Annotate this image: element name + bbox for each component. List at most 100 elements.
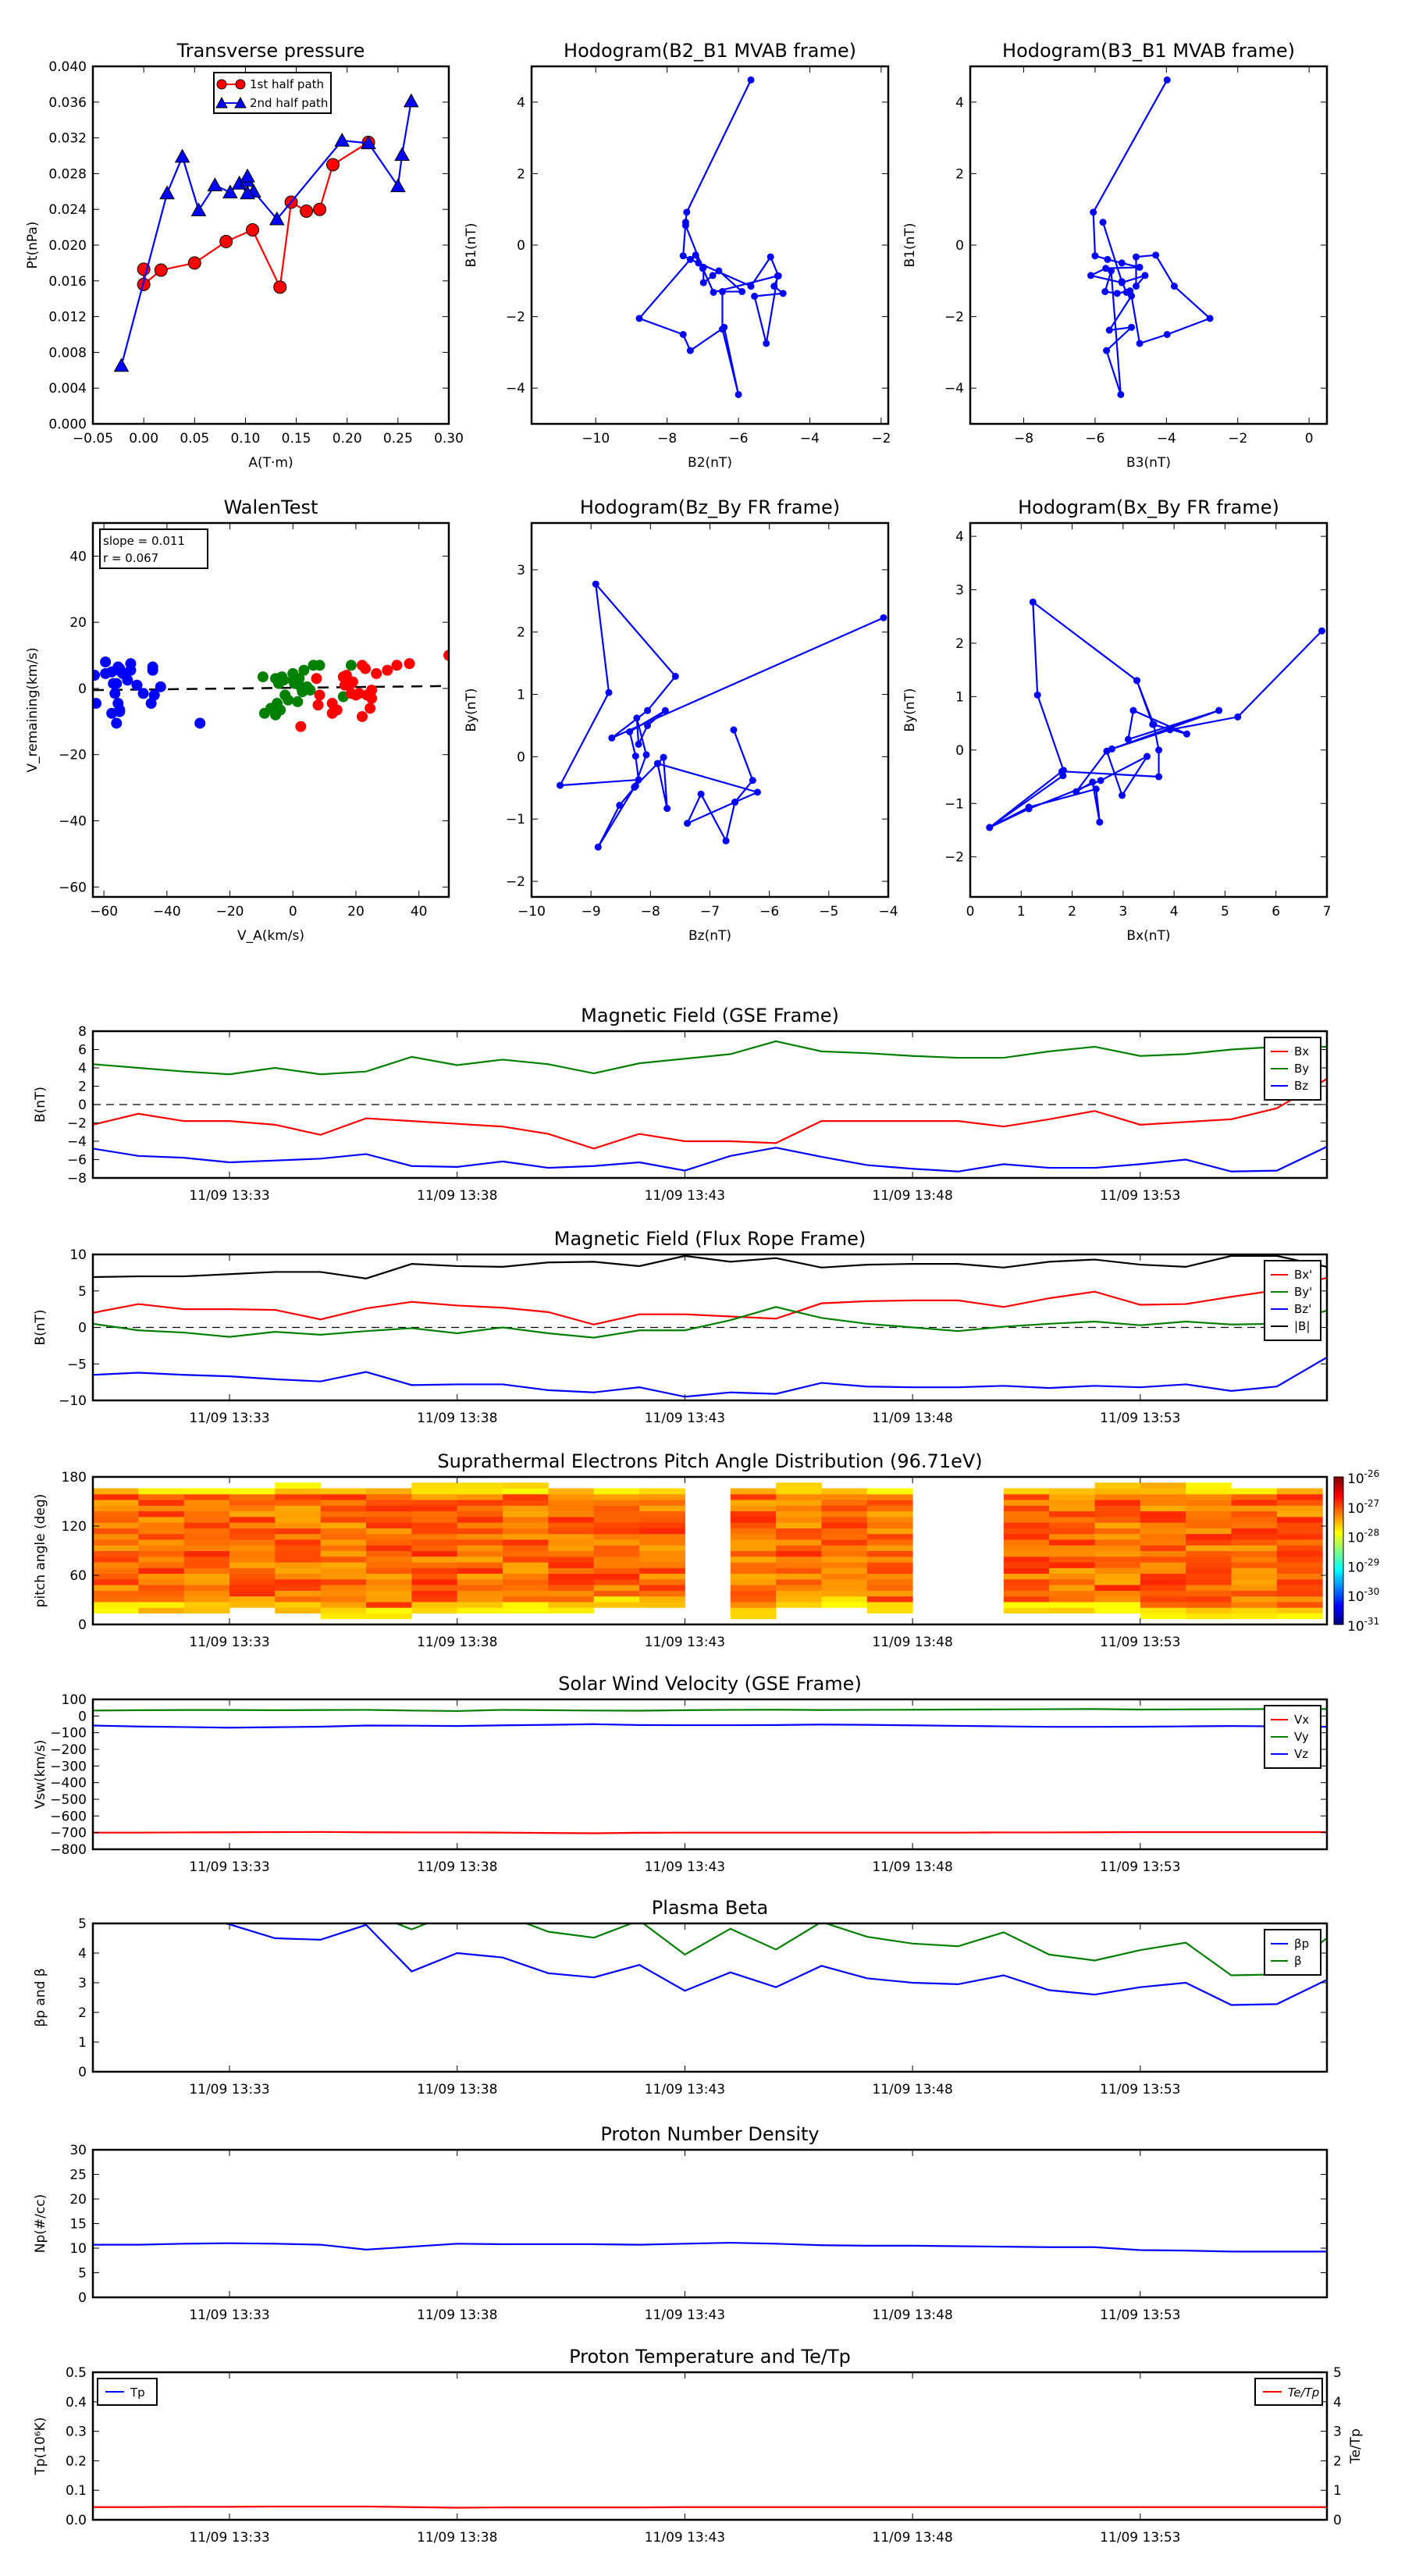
x-tick-label: −6 <box>759 904 779 920</box>
colorbar-cell <box>1334 1482 1343 1485</box>
heatmap-cell <box>457 1578 503 1585</box>
data-point <box>635 315 643 322</box>
y-tick-label: 0 <box>78 1709 87 1724</box>
heatmap-cell <box>730 1522 777 1528</box>
colorbar-cell <box>1334 1543 1343 1546</box>
data-point <box>679 331 687 338</box>
heatmap-cell <box>320 1488 367 1495</box>
heatmap-cell <box>411 1562 458 1568</box>
heatmap-cell <box>866 1550 913 1557</box>
heatmap-cell <box>1140 1607 1186 1614</box>
heatmap-cell <box>548 1533 595 1540</box>
colorbar-cell <box>1334 1540 1343 1544</box>
data-point <box>671 672 679 680</box>
heatmap-cell <box>411 1533 458 1540</box>
heatmap-cell <box>1003 1596 1050 1603</box>
heatmap-cell <box>275 1482 322 1489</box>
data-point <box>122 674 133 686</box>
legend-label: Tp <box>130 2386 145 2400</box>
heatmap-cell <box>1003 1539 1050 1546</box>
heatmap-cell <box>730 1573 777 1580</box>
heatmap-cell <box>320 1533 367 1540</box>
heatmap-cell <box>548 1505 595 1512</box>
data-point <box>718 288 726 296</box>
heatmap-cell <box>821 1533 868 1540</box>
chart-title: Solar Wind Velocity (GSE Frame) <box>558 1673 862 1695</box>
data-point <box>109 688 121 699</box>
heatmap-cell <box>457 1573 503 1580</box>
y-tick-label: 3 <box>955 583 964 599</box>
data-point <box>635 776 642 784</box>
colorbar-cell <box>1334 1602 1343 1606</box>
colorbar-cell <box>1334 1535 1343 1539</box>
heatmap-cell <box>1094 1585 1141 1591</box>
heatmap-cell <box>866 1596 913 1603</box>
data-point <box>1103 347 1111 354</box>
chart-hodo2: Hodogram(B3_B1 MVAB frame) −4 −2 0 2 4 −8 −6 −4 −… <box>902 40 1329 471</box>
x-tick-label: 11/09 13:43 <box>645 2307 725 2323</box>
data-point <box>1113 290 1121 297</box>
heatmap-cell <box>866 1528 913 1535</box>
plot-area <box>635 76 787 398</box>
data-point <box>1144 753 1151 760</box>
heatmap-cell <box>183 1596 230 1603</box>
data-point <box>314 689 325 701</box>
data-point <box>730 726 738 734</box>
x-tick-label: −0.05 <box>73 431 113 447</box>
heatmap-cell <box>138 1493 185 1500</box>
x-tick-label: 11/09 13:33 <box>189 1188 269 1204</box>
colorbar-label: 10-27 <box>1347 1498 1379 1517</box>
colorbar-cell <box>1334 1589 1343 1593</box>
heatmap-cell <box>229 1545 276 1551</box>
colorbar-label: 10-28 <box>1347 1528 1379 1546</box>
heatmap-cell <box>776 1578 822 1585</box>
data-point <box>125 658 137 670</box>
heatmap-cell <box>821 1601 868 1608</box>
heatmap-cell <box>275 1601 322 1608</box>
data-point <box>594 843 602 851</box>
y-tick-label: 0 <box>78 681 87 697</box>
heatmap-cell <box>366 1505 412 1512</box>
y-tick-label: −700 <box>50 1826 87 1841</box>
heatmap-cell <box>548 1550 595 1557</box>
data-point <box>114 706 126 717</box>
chart-title: Hodogram(B2_B1 MVAB frame) <box>564 40 856 62</box>
heatmap-cell <box>1276 1510 1323 1517</box>
heatmap-cell <box>457 1522 503 1528</box>
data-point <box>1105 326 1113 334</box>
y-tick-label: 2 <box>78 2005 87 2021</box>
heatmap-cell <box>229 1578 276 1585</box>
heatmap-cell <box>138 1556 185 1563</box>
y-tick-label: 0 <box>517 238 525 254</box>
heatmap-cell <box>1276 1590 1323 1597</box>
series-line-Bx <box>93 1078 1327 1150</box>
y-tick-label: −1 <box>944 796 964 812</box>
x-tick-label: 11/09 13:33 <box>189 2082 269 2097</box>
heatmap-cell <box>93 1556 139 1563</box>
heatmap-cell <box>503 1545 549 1551</box>
data-point <box>325 158 340 172</box>
heatmap-cell <box>1003 1522 1050 1528</box>
heatmap-cell <box>1231 1510 1278 1517</box>
heatmap-cell <box>457 1607 503 1614</box>
colorbar-cell <box>1334 1565 1343 1569</box>
x-tick-label: −8 <box>1014 431 1033 447</box>
heatmap-cell <box>183 1550 230 1557</box>
heatmap-cell <box>1186 1500 1232 1506</box>
data-point <box>112 698 124 710</box>
heatmap-cell <box>366 1510 412 1517</box>
heatmap-cell <box>275 1573 322 1580</box>
x-tick-label: 11/09 13:43 <box>645 2082 725 2097</box>
data-point <box>298 664 310 676</box>
heatmap-cell <box>138 1488 185 1495</box>
heatmap-cell <box>183 1528 230 1535</box>
colorbar-cell <box>1334 1528 1343 1532</box>
heatmap-cell <box>639 1533 685 1540</box>
x-tick-label: 11/09 13:33 <box>189 2307 269 2323</box>
y-tick-label: −2 <box>67 1116 87 1132</box>
heatmap-cell <box>548 1596 595 1603</box>
data-point <box>880 614 887 621</box>
x-tick-label: 11/09 13:33 <box>189 1859 269 1875</box>
heatmap-cell <box>411 1505 458 1512</box>
heatmap-cell <box>821 1516 868 1523</box>
